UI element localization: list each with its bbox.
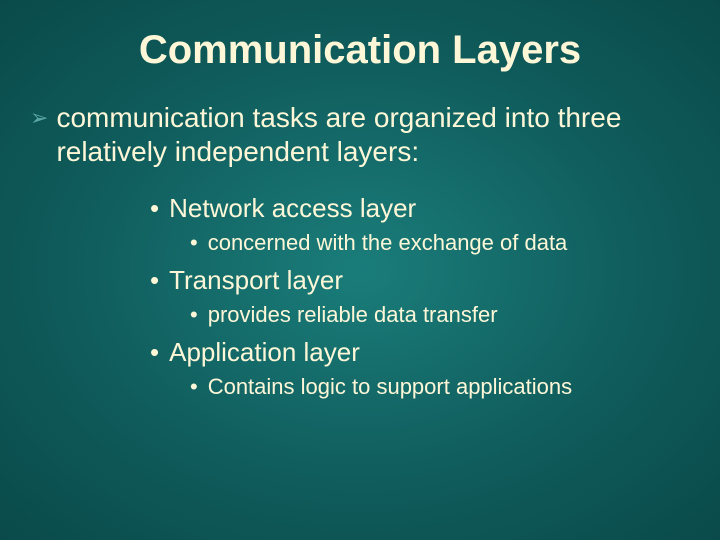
- dot-icon: •: [190, 373, 198, 401]
- dot-icon: •: [190, 301, 198, 329]
- lvl3-text: concerned with the exchange of data: [208, 229, 568, 257]
- bullet-level1: ➢ communication tasks are organized into…: [30, 101, 690, 168]
- slide: Communication Layers ➢ communication tas…: [0, 0, 720, 540]
- bullet-level3: • provides reliable data transfer: [190, 301, 690, 329]
- bullet-level3: • Contains logic to support applications: [190, 373, 690, 401]
- bullet-level2: • Network access layer: [150, 192, 690, 225]
- dot-icon: •: [150, 192, 159, 225]
- lvl3-text: provides reliable data transfer: [208, 301, 498, 329]
- slide-title: Communication Layers: [0, 0, 720, 83]
- lvl2-text: Application layer: [169, 336, 360, 369]
- lvl2-text: Transport layer: [169, 264, 343, 297]
- bullet-level2: • Transport layer: [150, 264, 690, 297]
- lvl2-text: Network access layer: [169, 192, 416, 225]
- dot-icon: •: [150, 264, 159, 297]
- sub-list: • Network access layer • concerned with …: [150, 192, 690, 400]
- lvl3-text: Contains logic to support applications: [208, 373, 572, 401]
- dot-icon: •: [150, 336, 159, 369]
- bullet-level3: • concerned with the exchange of data: [190, 229, 690, 257]
- slide-body: ➢ communication tasks are organized into…: [0, 83, 720, 400]
- chevron-right-icon: ➢: [30, 105, 48, 168]
- dot-icon: •: [190, 229, 198, 257]
- lvl1-text: communication tasks are organized into t…: [56, 101, 690, 168]
- bullet-level2: • Application layer: [150, 336, 690, 369]
